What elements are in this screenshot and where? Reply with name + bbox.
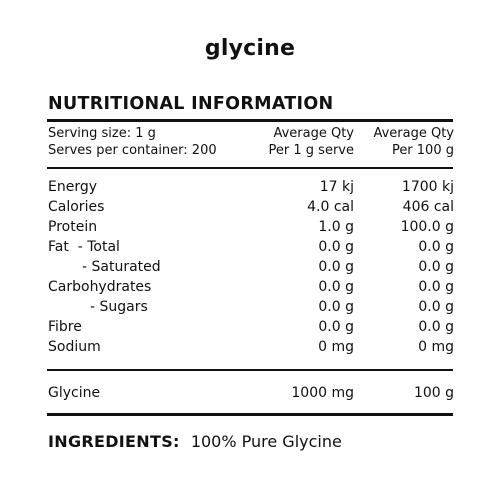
nutrient-label: Energy xyxy=(48,179,98,195)
bottom-rule xyxy=(47,413,453,416)
col1-header-line2: Per 1 g serve xyxy=(268,143,354,158)
col2-header-line2: Per 100 g xyxy=(391,143,454,158)
nutrient-label: Protein xyxy=(48,219,98,235)
nutrient-row-energy: Energy 17 kj 1700 kj xyxy=(48,179,454,199)
nutrient-row-saturated: - Saturated 0.0 g 0.0 g xyxy=(48,259,454,279)
nutrient-per-serve: 0 mg xyxy=(318,339,354,355)
nutrient-label: - Sugars xyxy=(90,299,148,315)
nutrient-row-sodium: Sodium 0 mg 0 mg xyxy=(48,339,454,359)
nutrient-per-100g: 0.0 g xyxy=(418,259,454,275)
nutrient-per-serve: 0.0 g xyxy=(318,239,354,255)
nutrient-row-fat-total: Fat - Total 0.0 g 0.0 g xyxy=(48,239,454,259)
nutrient-per-serve: 0.0 g xyxy=(318,299,354,315)
amino-row-glycine: Glycine 1000 mg 100 g xyxy=(48,385,454,405)
nutrient-row-fibre: Fibre 0.0 g 0.0 g xyxy=(48,319,454,339)
ingredients-value: 100% Pure Glycine xyxy=(190,432,342,451)
serving-header-row-1: Serving size: 1 g Average Qty Average Qt… xyxy=(48,126,454,143)
nutrient-per-100g: 0.0 g xyxy=(418,239,454,255)
nutrient-per-serve: 1.0 g xyxy=(318,219,354,235)
nutrient-label: Fibre xyxy=(48,319,82,335)
nutrient-label: Carbohydrates xyxy=(48,279,152,295)
top-rule xyxy=(47,119,453,122)
nutrient-label: Sodium xyxy=(48,339,101,355)
amino-label: Glycine xyxy=(48,385,101,401)
nutrient-label: Calories xyxy=(48,199,105,215)
nutrient-per-100g: 1700 kj xyxy=(401,179,454,195)
nutrient-per-100g: 0.0 g xyxy=(418,279,454,295)
header-divider xyxy=(47,167,453,169)
ingredients-label: INGREDIENTS: xyxy=(48,432,180,451)
nutrient-row-sugars: - Sugars 0.0 g 0.0 g xyxy=(48,299,454,319)
amino-per-serve: 1000 mg xyxy=(291,385,354,401)
col1-header-line1: Average Qty xyxy=(273,126,354,141)
nutrient-row-carbohydrates: Carbohydrates 0.0 g 0.0 g xyxy=(48,279,454,299)
nutrient-per-100g: 100.0 g xyxy=(400,219,454,235)
nutrient-per-serve: 0.0 g xyxy=(318,259,354,275)
nutrient-per-serve: 4.0 cal xyxy=(307,199,354,215)
nutrient-row-calories: Calories 4.0 cal 406 cal xyxy=(48,199,454,219)
nutrient-per-100g: 406 cal xyxy=(402,199,454,215)
col2-header-line1: Average Qty xyxy=(373,126,454,141)
nutrient-per-100g: 0.0 g xyxy=(418,299,454,315)
nutrient-per-serve: 0.0 g xyxy=(318,319,354,335)
serving-header-row-2: Serves per container: 200 Per 1 g serve … xyxy=(48,143,454,160)
nutrient-per-serve: 0.0 g xyxy=(318,279,354,295)
nutrient-row-protein: Protein 1.0 g 100.0 g xyxy=(48,219,454,239)
nutrient-per-100g: 0 mg xyxy=(418,339,454,355)
serving-size-label: Serving size: 1 g xyxy=(48,126,156,141)
nutrient-per-serve: 17 kj xyxy=(319,179,354,195)
amino-divider xyxy=(47,369,453,371)
nutrient-label: - Saturated xyxy=(82,259,161,275)
nutrient-per-100g: 0.0 g xyxy=(418,319,454,335)
product-name: glycine xyxy=(204,36,296,61)
serves-per-container-label: Serves per container: 200 xyxy=(48,143,217,158)
amino-per-100g: 100 g xyxy=(413,385,454,401)
panel-heading: NUTRITIONAL INFORMATION xyxy=(48,94,334,114)
nutrient-label: Fat - Total xyxy=(48,239,120,255)
ingredients-line: INGREDIENTS: 100% Pure Glycine xyxy=(48,432,342,451)
